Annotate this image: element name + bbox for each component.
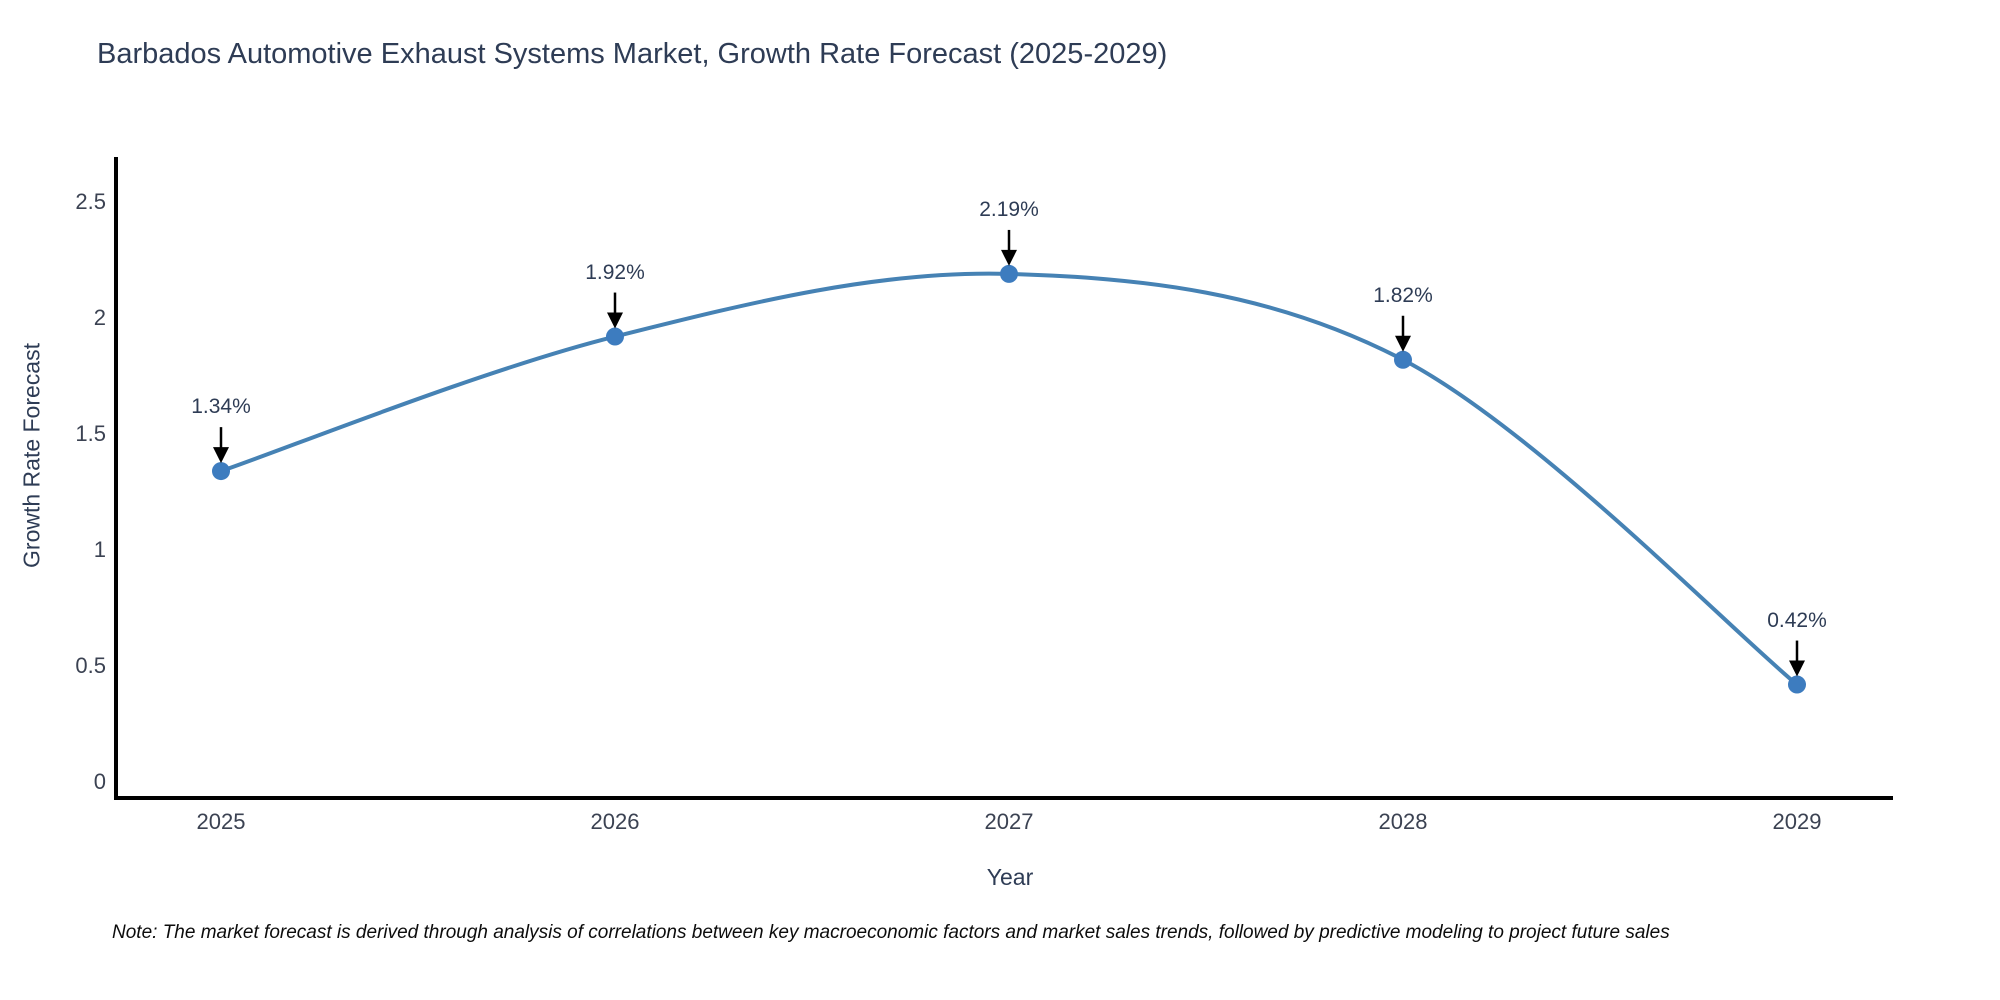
annotation-arrow-head <box>607 312 623 329</box>
data-point-marker <box>1788 675 1806 694</box>
annotation-arrow-head <box>1789 660 1805 677</box>
y-tick-label: 1 <box>93 537 106 562</box>
x-tick-label: 2028 <box>1378 809 1428 834</box>
annotation-arrow-head <box>213 447 229 464</box>
y-tick-label: 2.5 <box>75 189 106 214</box>
data-point-marker <box>606 327 624 346</box>
y-tick-label: 0 <box>93 769 106 794</box>
point-value-label: 1.92% <box>585 260 645 284</box>
growth-rate-line <box>220 271 1799 687</box>
footnote: Note: The market forecast is derived thr… <box>112 922 1670 943</box>
point-value-label: 1.34% <box>191 395 251 419</box>
data-point-marker <box>212 462 230 481</box>
data-point-marker <box>1394 350 1412 369</box>
point-value-label: 2.19% <box>979 197 1039 221</box>
point-value-label: 1.82% <box>1373 283 1433 307</box>
y-tick-label: 0.5 <box>75 653 106 678</box>
x-tick-label: 2029 <box>1772 809 1822 834</box>
x-tick-label: 2026 <box>590 809 640 834</box>
chart-title: Barbados Automotive Exhaust Systems Mark… <box>97 38 1168 70</box>
y-tick-label: 2 <box>93 305 106 330</box>
x-tick-label: 2027 <box>984 809 1034 834</box>
data-point-marker <box>1000 264 1018 283</box>
point-value-label: 0.42% <box>1767 608 1827 632</box>
annotation-arrow-head <box>1395 335 1411 352</box>
x-tick-label: 2025 <box>196 809 246 834</box>
x-axis-title: Year <box>986 864 1034 890</box>
annotation-arrow-head <box>1001 249 1017 266</box>
y-tick-label: 1.5 <box>75 421 106 446</box>
